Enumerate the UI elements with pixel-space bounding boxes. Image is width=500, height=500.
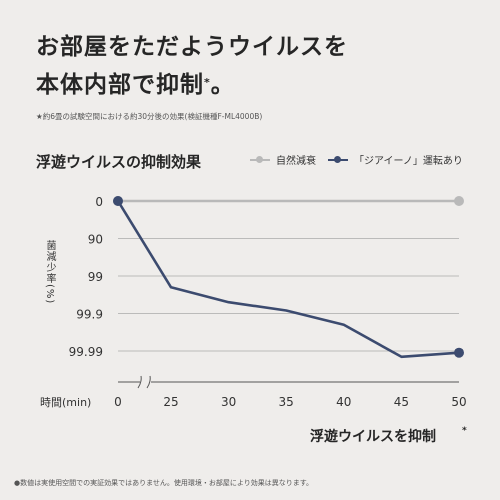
headline-line-2-end: 。: [210, 72, 235, 98]
legend-item-operation: 「ジアイーノ」運転あり: [328, 152, 463, 167]
headline: お部屋をただようウイルスを 本体内部で抑制*。: [36, 28, 476, 104]
y-axis-label: 菌減少率(%): [44, 240, 55, 305]
headline-mark: *: [204, 76, 211, 89]
y-tick-label: 0: [95, 195, 103, 209]
legend-label-natural: 自然減衰: [276, 156, 316, 167]
headline-line-1: お部屋をただようウイルスを: [36, 34, 348, 60]
data-point-natural: [454, 196, 464, 206]
legend-swatch-operation: [328, 155, 348, 165]
y-tick-label: 90: [88, 233, 103, 247]
headline-line-2-text: 本体内部で抑制: [36, 72, 204, 98]
data-point-operation: [454, 347, 464, 358]
x-tick-label: 45: [394, 395, 409, 409]
chart-title: 浮遊ウイルスの抑制効果: [36, 153, 202, 171]
y-tick-label: 99: [88, 270, 103, 284]
data-point-operation: [113, 196, 123, 206]
x-tick-label: 35: [279, 395, 294, 409]
legend: 自然減衰 「ジアイーノ」運転あり: [250, 152, 475, 167]
footnote-bottom: ●数値は実使用空間での実証効果ではありません。使用環境・お部屋により効果は異なり…: [14, 479, 314, 487]
legend-item-natural: 自然減衰: [250, 152, 316, 167]
legend-label-operation: 「ジアイーノ」運転あり: [354, 156, 463, 167]
x-axis-break-mark: [137, 375, 151, 389]
footnote-top: ★約6畳の試験空間における約30分後の効果(検証機種F-ML4000B): [36, 112, 263, 121]
x-tick-label: 30: [221, 395, 236, 409]
x-axis-label: 時間(min): [40, 396, 91, 409]
x-tick-label: 0: [114, 395, 122, 409]
headline-line-2: 本体内部で抑制*。: [36, 66, 476, 104]
x-tick-label: 40: [336, 395, 351, 409]
x-axis-caption: 浮遊ウイルスを抑制: [310, 428, 436, 445]
y-tick-label: 99.99: [69, 345, 103, 359]
x-axis-caption-mark: *: [462, 426, 467, 436]
x-tick-label: 25: [163, 395, 178, 409]
series-line-operation: [116, 199, 461, 359]
legend-swatch-natural: [250, 155, 270, 165]
x-tick-label: 50: [451, 395, 466, 409]
y-tick-label: 99.9: [76, 308, 103, 322]
